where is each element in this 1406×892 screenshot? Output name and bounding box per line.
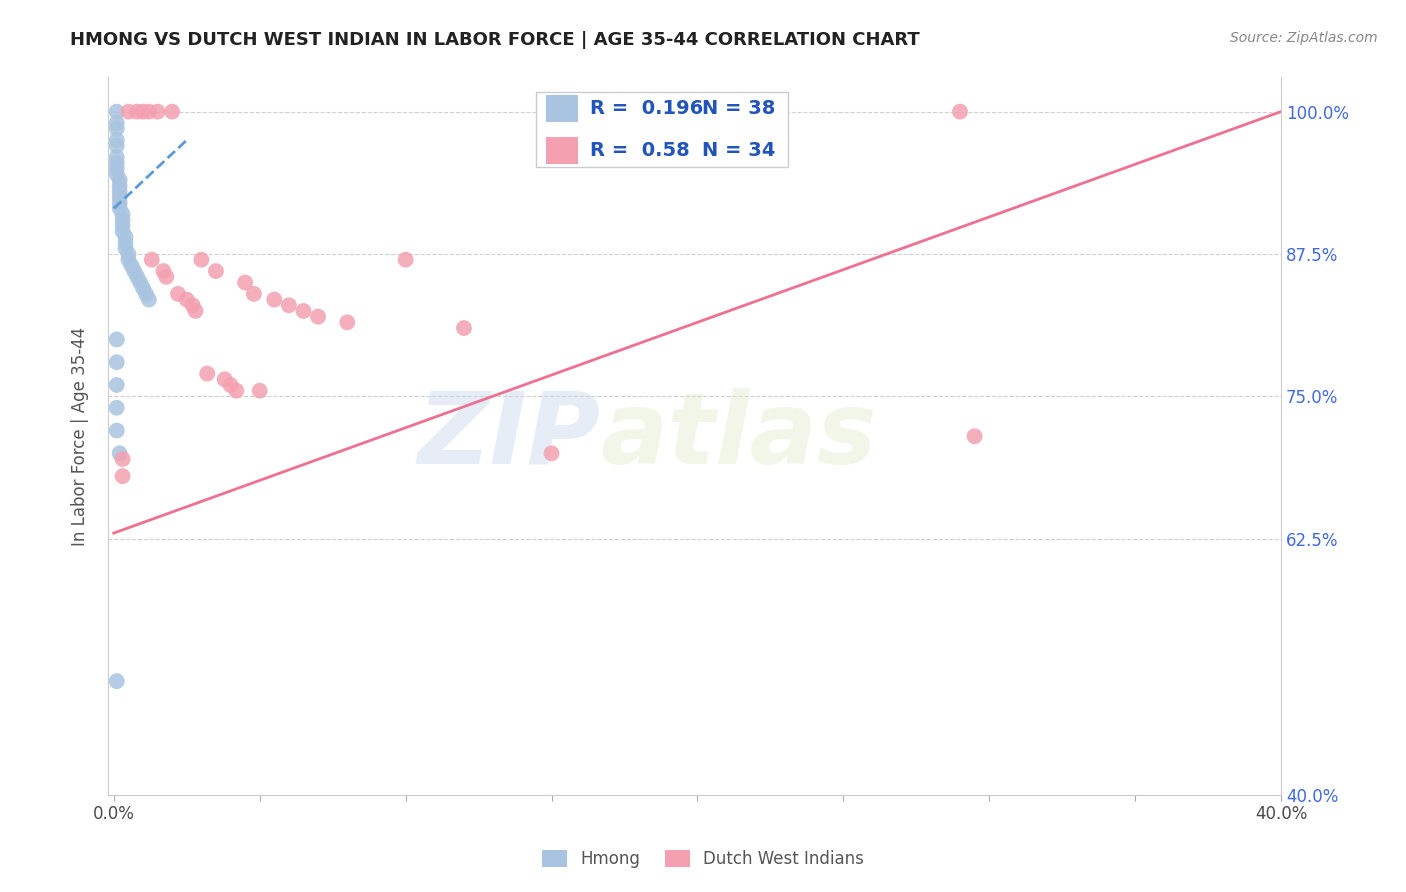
Point bbox=[108, 446, 131, 460]
Point bbox=[263, 293, 285, 307]
Point bbox=[105, 150, 128, 164]
Point bbox=[111, 212, 134, 227]
Text: atlas: atlas bbox=[600, 388, 877, 484]
Point bbox=[105, 161, 128, 176]
Point bbox=[132, 281, 155, 295]
Point bbox=[129, 276, 152, 290]
Point bbox=[108, 202, 131, 216]
Point bbox=[205, 264, 228, 278]
Point bbox=[225, 384, 247, 398]
Text: R =  0.196: R = 0.196 bbox=[591, 99, 703, 119]
Point bbox=[963, 429, 986, 443]
Point bbox=[105, 355, 128, 369]
Point bbox=[277, 298, 299, 312]
Point bbox=[336, 315, 359, 329]
Point bbox=[111, 219, 134, 233]
Point bbox=[105, 333, 128, 347]
Point bbox=[138, 104, 160, 119]
Point bbox=[114, 235, 136, 250]
Point bbox=[219, 378, 242, 392]
Point bbox=[105, 424, 128, 438]
Point bbox=[184, 304, 207, 318]
Point bbox=[138, 293, 160, 307]
Point bbox=[307, 310, 329, 324]
Point bbox=[120, 259, 142, 273]
Legend: Hmong, Dutch West Indians: Hmong, Dutch West Indians bbox=[536, 843, 870, 875]
Point bbox=[243, 286, 266, 301]
Y-axis label: In Labor Force | Age 35-44: In Labor Force | Age 35-44 bbox=[72, 326, 89, 546]
Point bbox=[105, 167, 128, 181]
Point bbox=[117, 252, 139, 267]
Point bbox=[111, 469, 134, 483]
Point bbox=[146, 104, 169, 119]
Point bbox=[155, 269, 177, 284]
Point bbox=[105, 156, 128, 170]
Point bbox=[135, 286, 157, 301]
Point bbox=[105, 674, 128, 689]
Point bbox=[117, 104, 139, 119]
Point bbox=[105, 116, 128, 130]
Point bbox=[105, 378, 128, 392]
Point bbox=[181, 298, 204, 312]
Point bbox=[152, 264, 174, 278]
Point bbox=[108, 178, 131, 193]
Point bbox=[214, 372, 236, 386]
Point bbox=[105, 133, 128, 147]
Point bbox=[122, 264, 145, 278]
Point bbox=[132, 104, 155, 119]
Point bbox=[114, 230, 136, 244]
Point bbox=[167, 286, 190, 301]
Point bbox=[394, 252, 416, 267]
Point bbox=[114, 241, 136, 255]
FancyBboxPatch shape bbox=[536, 92, 789, 167]
Text: Source: ZipAtlas.com: Source: ZipAtlas.com bbox=[1230, 31, 1378, 45]
Text: N = 38: N = 38 bbox=[702, 99, 775, 119]
FancyBboxPatch shape bbox=[546, 136, 578, 164]
Point bbox=[540, 446, 562, 460]
Point bbox=[105, 104, 128, 119]
Point bbox=[292, 304, 315, 318]
Point bbox=[453, 321, 475, 335]
Point bbox=[108, 190, 131, 204]
Text: N = 34: N = 34 bbox=[702, 141, 775, 160]
Point bbox=[111, 207, 134, 221]
Point bbox=[108, 195, 131, 210]
Point bbox=[105, 401, 128, 415]
Point bbox=[108, 185, 131, 199]
Point bbox=[176, 293, 198, 307]
Point bbox=[111, 224, 134, 238]
Point bbox=[160, 104, 183, 119]
FancyBboxPatch shape bbox=[546, 95, 578, 122]
Point bbox=[949, 104, 972, 119]
Text: ZIP: ZIP bbox=[418, 388, 600, 484]
Point bbox=[190, 252, 212, 267]
Point bbox=[117, 247, 139, 261]
Text: HMONG VS DUTCH WEST INDIAN IN LABOR FORCE | AGE 35-44 CORRELATION CHART: HMONG VS DUTCH WEST INDIAN IN LABOR FORC… bbox=[70, 31, 920, 49]
Point bbox=[141, 252, 163, 267]
Point bbox=[111, 452, 134, 467]
Point bbox=[105, 138, 128, 153]
Point bbox=[127, 269, 149, 284]
Text: R =  0.58: R = 0.58 bbox=[591, 141, 690, 160]
Point bbox=[127, 104, 149, 119]
Point bbox=[105, 121, 128, 136]
Point bbox=[195, 367, 218, 381]
Point bbox=[249, 384, 271, 398]
Point bbox=[233, 276, 256, 290]
Point bbox=[108, 173, 131, 187]
